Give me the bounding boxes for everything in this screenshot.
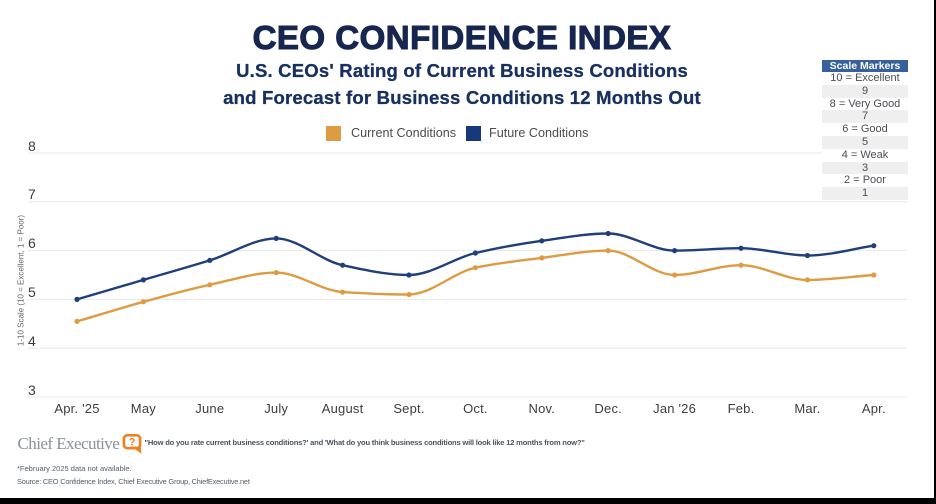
svg-text:?: ? bbox=[129, 437, 136, 449]
